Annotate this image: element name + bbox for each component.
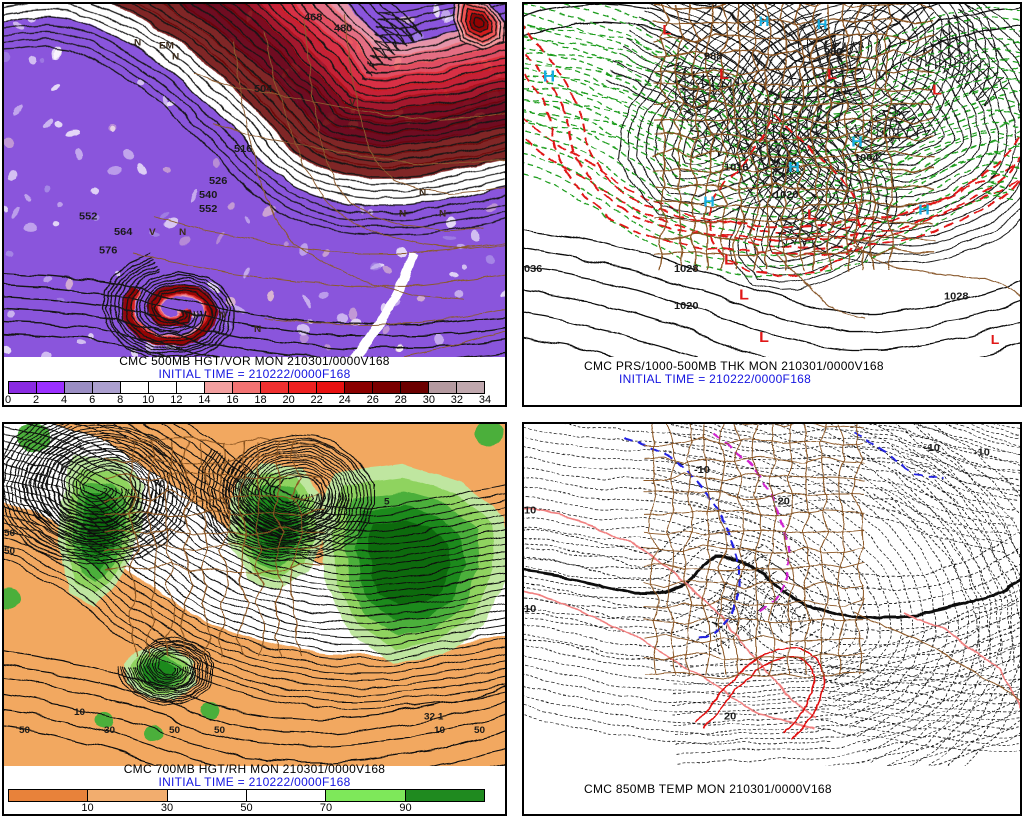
svg-text:1004: 1004	[854, 152, 879, 164]
svg-text:516: 516	[234, 143, 252, 155]
svg-text:468: 468	[304, 12, 322, 24]
svg-text:036: 036	[524, 263, 542, 275]
svg-text:V: V	[149, 227, 156, 238]
svg-text:L: L	[807, 207, 817, 223]
svg-text:20: 20	[724, 712, 736, 722]
svg-text:H: H	[788, 160, 800, 176]
svg-text:H: H	[759, 15, 770, 30]
svg-text:30: 30	[104, 725, 115, 735]
svg-text:L: L	[719, 66, 729, 82]
svg-text:980: 980	[824, 46, 842, 58]
svg-text:L: L	[759, 330, 769, 346]
svg-text:H: H	[703, 194, 715, 210]
svg-text:L: L	[739, 287, 749, 303]
svg-text:504: 504	[254, 83, 272, 95]
svg-text:EM: EM	[159, 41, 174, 52]
svg-text:L: L	[932, 82, 942, 98]
svg-text:10: 10	[524, 604, 536, 614]
svg-text:N: N	[399, 209, 406, 220]
svg-text:L: L	[991, 333, 1000, 347]
svg-text:1020: 1020	[674, 300, 699, 312]
svg-text:5: 5	[384, 497, 390, 507]
svg-text:1020: 1020	[774, 189, 799, 201]
svg-text:N: N	[179, 227, 186, 238]
svg-text:L: L	[827, 66, 837, 82]
svg-text:-10: -10	[974, 448, 990, 458]
svg-text:50: 50	[4, 528, 15, 538]
svg-text:50: 50	[214, 725, 225, 735]
svg-text:1028: 1028	[674, 263, 699, 275]
svg-text:N: N	[219, 311, 226, 322]
svg-text:N: N	[419, 188, 426, 199]
svg-text:N: N	[439, 209, 446, 220]
svg-text:V: V	[349, 98, 356, 109]
svg-text:1016: 1016	[724, 162, 749, 174]
svg-text:H: H	[543, 68, 555, 85]
svg-text:N: N	[254, 324, 261, 335]
svg-text:552: 552	[79, 211, 97, 223]
svg-text:70: 70	[154, 479, 165, 489]
svg-text:0: 0	[254, 488, 260, 498]
svg-text:-20: -20	[774, 497, 790, 507]
svg-text:10: 10	[434, 725, 445, 735]
svg-text:50: 50	[4, 546, 15, 556]
svg-text:10: 10	[524, 506, 536, 516]
svg-text:988: 988	[704, 51, 722, 63]
svg-text:N: N	[134, 38, 141, 49]
svg-text:10: 10	[74, 707, 85, 717]
svg-text:H: H	[817, 17, 828, 32]
svg-text:H: H	[918, 202, 930, 218]
svg-text:N: N	[172, 52, 179, 63]
svg-text:50: 50	[19, 725, 30, 735]
svg-text:540: 540	[199, 189, 217, 201]
svg-text:576: 576	[99, 245, 117, 257]
svg-text:1028: 1028	[944, 291, 969, 303]
svg-text:480: 480	[334, 23, 352, 35]
svg-text:564: 564	[114, 226, 132, 238]
svg-text:L: L	[724, 252, 734, 268]
svg-text:50: 50	[474, 725, 485, 735]
svg-text:32 1: 32 1	[424, 712, 444, 722]
svg-text:526: 526	[209, 176, 227, 188]
svg-text:L: L	[662, 23, 671, 38]
svg-text:-10: -10	[924, 443, 940, 453]
svg-text:50: 50	[169, 725, 180, 735]
svg-text:552: 552	[199, 203, 217, 215]
svg-text:-10: -10	[694, 466, 710, 476]
svg-text:H: H	[851, 134, 863, 150]
